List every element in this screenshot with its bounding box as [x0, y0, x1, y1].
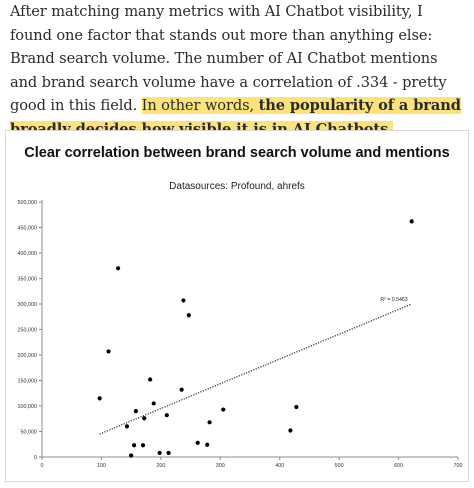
- data-point: [409, 219, 414, 224]
- data-point: [164, 413, 169, 418]
- data-point: [151, 401, 156, 406]
- data-point: [288, 428, 293, 433]
- data-point: [124, 424, 130, 429]
- y-tick-label: 200,000: [18, 353, 38, 359]
- data-point: [294, 404, 299, 410]
- chart-title: Clear correlation between brand search v…: [24, 145, 450, 161]
- x-tick-label: 400: [275, 463, 284, 469]
- data-point: [132, 443, 137, 448]
- y-tick-label: 50,000: [21, 430, 38, 436]
- y-tick-label: 250,000: [18, 328, 38, 334]
- x-tick-label: 100: [97, 463, 106, 469]
- trendline-label: R² = 0.5463: [380, 297, 407, 303]
- data-point: [186, 313, 191, 318]
- data-point: [179, 387, 184, 392]
- data-point: [205, 442, 210, 447]
- y-tick-label: 150,000: [18, 379, 38, 385]
- highlight-lead: In other words,: [141, 97, 255, 114]
- y-tick-label: 400,000: [18, 251, 38, 257]
- x-tick-label: 500: [335, 463, 344, 469]
- x-tick-label: 300: [216, 463, 225, 469]
- highlight-end: .: [388, 120, 393, 138]
- data-point: [181, 298, 186, 303]
- chart-card: [5, 130, 469, 482]
- data-point: [221, 407, 226, 412]
- y-tick-label: 500,000: [18, 200, 38, 206]
- data-point: [115, 266, 121, 271]
- y-tick-label: 300,000: [18, 302, 38, 308]
- y-tick-label: 100,000: [18, 404, 38, 410]
- data-point: [157, 450, 162, 456]
- data-point: [142, 416, 147, 421]
- x-tick-label: 600: [394, 463, 403, 469]
- y-tick-label: 350,000: [18, 277, 38, 283]
- data-point: [148, 377, 153, 382]
- data-point: [106, 349, 111, 354]
- x-tick-label: 200: [156, 463, 165, 469]
- x-tick-label: 700: [454, 463, 463, 469]
- data-point: [166, 450, 171, 456]
- article-text: After matching many metrics with AI Chat…: [10, 3, 447, 114]
- data-point: [129, 453, 134, 458]
- chart-subtitle: Datasources: Profound, ahrefs: [169, 181, 305, 192]
- data-point: [195, 440, 200, 445]
- data-point: [133, 409, 138, 414]
- data-point: [97, 396, 102, 401]
- data-point: [140, 443, 146, 448]
- data-point: [207, 420, 212, 425]
- y-tick-label: 450,000: [18, 226, 38, 232]
- x-tick-label: 0: [41, 463, 44, 469]
- y-tick-label: 0: [34, 455, 37, 461]
- trendline: [99, 303, 412, 435]
